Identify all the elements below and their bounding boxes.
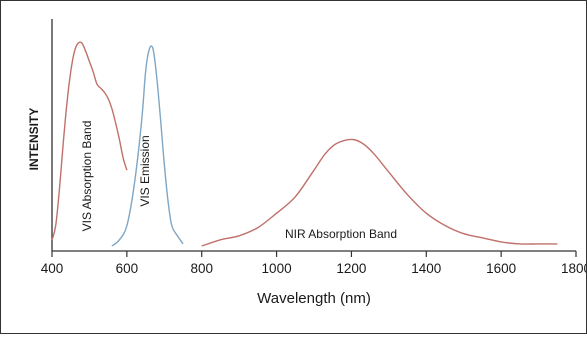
x-tick-label: 1000: [262, 261, 292, 276]
x-tick-label: 1400: [411, 261, 441, 276]
x-tick-label: 600: [116, 261, 139, 276]
series-lines: [51, 41, 558, 247]
y-axis-title: INTENSITY: [27, 108, 41, 171]
x-tick-label: 800: [190, 261, 213, 276]
x-ticks: 400 600 800 1000 1200 1400 1600 1800: [41, 251, 587, 276]
band-labels: VIS Absorption Band VIS Emission NIR Abs…: [80, 121, 397, 241]
axes: [51, 19, 576, 252]
spectrum-chart: 400 600 800 1000 1200 1400 1600 1800 VIS Absorp…: [27, 19, 587, 307]
nir-absorption-band-line: [201, 138, 558, 247]
x-tick-label: 400: [41, 261, 64, 276]
vis-emission-line: [111, 45, 184, 247]
x-tick-label: 1600: [486, 261, 516, 276]
x-tick-label: 1800: [561, 261, 586, 276]
vis-absorption-band-label: VIS Absorption Band: [80, 121, 94, 232]
vis-emission-label: VIS Emission: [138, 135, 152, 206]
vis-absorption-band-line: [51, 41, 128, 240]
x-axis-title: Wavelength (nm): [257, 290, 371, 307]
x-tick-label: 1200: [336, 261, 366, 276]
nir-absorption-band-label: NIR Absorption Band: [285, 227, 397, 241]
